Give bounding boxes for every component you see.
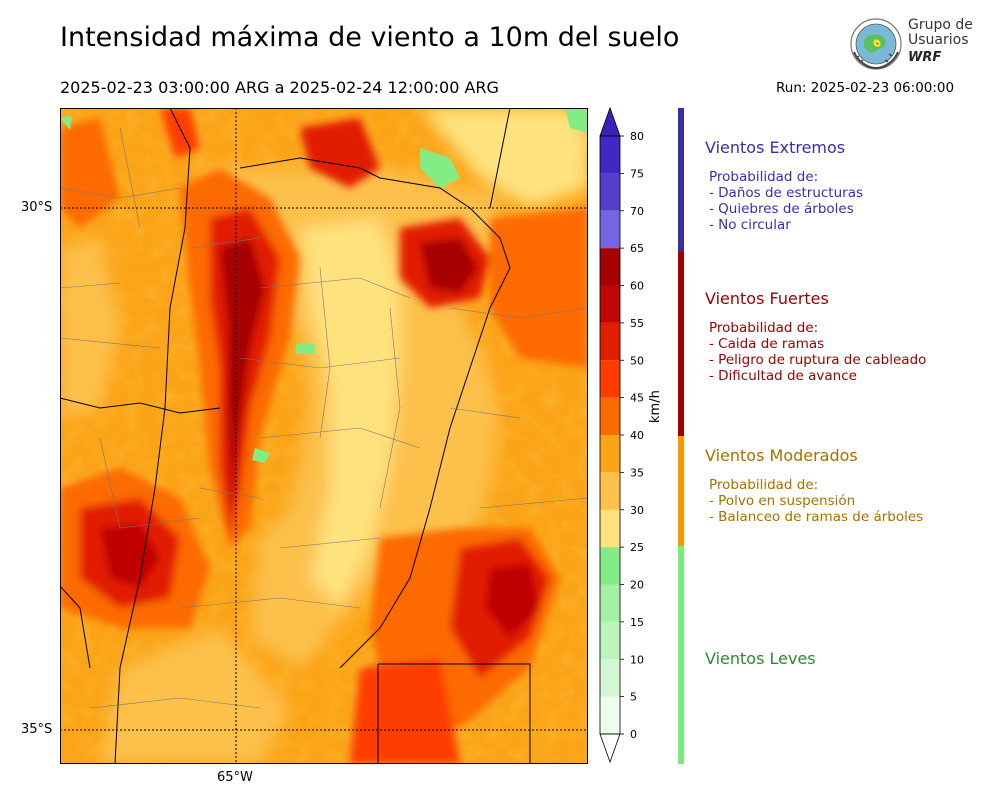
province-borders <box>60 108 531 764</box>
colorbar-level-55 <box>600 285 620 323</box>
colorbar-level-30 <box>600 472 620 510</box>
category-description-line: - Dificultad de avance <box>709 368 857 384</box>
category-description-line: - Caida de ramas <box>709 336 825 352</box>
category-description: Probabilidad de: - Caida de ramas - Peligr… <box>705 320 926 384</box>
category-description-line: - Daños de estructuras <box>709 185 864 201</box>
department-borders <box>60 127 588 709</box>
category-title: Vientos Leves <box>705 649 816 668</box>
category-vientos-moderados: Vientos Moderados Probabilidad de: - Polvo… <box>705 446 923 525</box>
colorbar-tick-label-75: 75 <box>630 167 644 180</box>
category-description: Probabilidad de: - Daños de estructuras - … <box>705 169 863 233</box>
category-description-line: Probabilidad de: <box>709 477 819 493</box>
category-vientos-leves: Vientos Leves <box>705 649 816 668</box>
category-description-line: Probabilidad de: <box>709 320 819 336</box>
colorbar-tick-label-80: 80 <box>630 130 644 143</box>
category-description-line: - Balanceo de ramas de árboles <box>709 509 924 525</box>
colorbar-tick-label-60: 60 <box>630 280 644 293</box>
category-title: Vientos Fuertes <box>705 289 829 308</box>
colorbar-tick-label-15: 15 <box>630 616 644 629</box>
category-description-line: Probabilidad de: <box>709 169 819 185</box>
lon-label-65w: 65°W <box>217 770 253 785</box>
colorbar-over-arrow <box>599 106 621 137</box>
colorbar-tick-label-35: 35 <box>630 466 644 479</box>
colorbar-tick-label-10: 10 <box>630 653 644 666</box>
wrf-logo: Grupo de Usuarios WRF <box>848 16 978 72</box>
category-description-line: - Quiebres de árboles <box>709 201 854 217</box>
run-timestamp: Run: 2025-02-23 06:00:00 <box>776 80 955 96</box>
category-description-line: - No circular <box>709 217 791 233</box>
colorbar-tick-label-65: 65 <box>630 242 644 255</box>
logo-text-line1: Grupo de <box>908 17 973 33</box>
colorbar-level-15 <box>600 584 620 622</box>
colorbar-level-50 <box>600 322 620 361</box>
colorbar-tick-label-70: 70 <box>630 205 644 218</box>
wind-map <box>60 108 588 764</box>
colorbar-tick-label-50: 50 <box>630 354 644 367</box>
colorbar-tick-label-30: 30 <box>630 504 644 517</box>
colorbar-level-20 <box>600 547 620 585</box>
colorbar-level-65 <box>600 210 620 249</box>
lat-label-35s: 35°S <box>21 722 53 737</box>
category-vientos-fuertes: Vientos Fuertes Probabilidad de: - Caida d… <box>705 289 926 384</box>
colorbar-level-75 <box>600 136 620 174</box>
forecast-period: 2025-02-23 03:00:00 ARG a 2025-02-24 12:… <box>60 78 499 97</box>
colorbar-tick-label-40: 40 <box>630 429 644 442</box>
colorbar-tick-label-5: 5 <box>630 691 637 704</box>
chart-title: Intensidad máxima de viento a 10m del su… <box>60 22 680 53</box>
colorbar-level-25 <box>600 509 620 548</box>
category-bar-vientos-leves <box>678 546 684 764</box>
colorbar: 0 5 10 15 20 25 30 35 40 45 50 55 60 65 70 75 80 <box>599 106 644 764</box>
category-title: Vientos Moderados <box>705 446 858 465</box>
colorbar-tick-label-0: 0 <box>630 728 637 741</box>
colorbar-level-60 <box>600 248 620 286</box>
colorbar-tick-label-25: 25 <box>630 541 644 554</box>
logo-text-line2: Usuarios <box>908 32 969 48</box>
category-description-line: - Polvo en suspensión <box>709 493 856 509</box>
colorbar-tick-label-20: 20 <box>630 579 644 592</box>
colorbar-level-45 <box>600 360 620 398</box>
colorbar-level-10 <box>600 621 620 660</box>
category-title: Vientos Extremos <box>705 138 846 157</box>
colorbar-level-5 <box>600 659 620 697</box>
colorbar-level-35 <box>600 435 620 473</box>
colorbar-level-0 <box>600 696 620 734</box>
colorbar-unit: km/h <box>648 390 663 423</box>
logo-text-line3: WRF <box>908 50 942 65</box>
colorbar-level-40 <box>600 397 620 435</box>
lat-label-30s: 30°S <box>21 200 53 215</box>
category-bar-vientos-fuertes <box>678 252 684 436</box>
category-description: Probabilidad de: - Polvo en suspensión - B… <box>705 477 923 525</box>
low-wind-patches <box>60 108 588 463</box>
category-description-line: - Peligro de ruptura de cableado <box>709 352 927 368</box>
colorbar-under-arrow <box>599 733 621 764</box>
globe-logo-icon <box>850 18 902 70</box>
category-bar-vientos-extremos <box>678 108 684 252</box>
colorbar-tick-label-55: 55 <box>630 317 644 330</box>
map-frame <box>60 108 588 764</box>
category-bar-vientos-moderados <box>678 436 684 546</box>
colorbar-level-70 <box>600 173 620 211</box>
colorbar-tick-label-45: 45 <box>630 392 644 405</box>
category-vientos-extremos: Vientos Extremos Probabilidad de: - Daños … <box>705 138 863 233</box>
